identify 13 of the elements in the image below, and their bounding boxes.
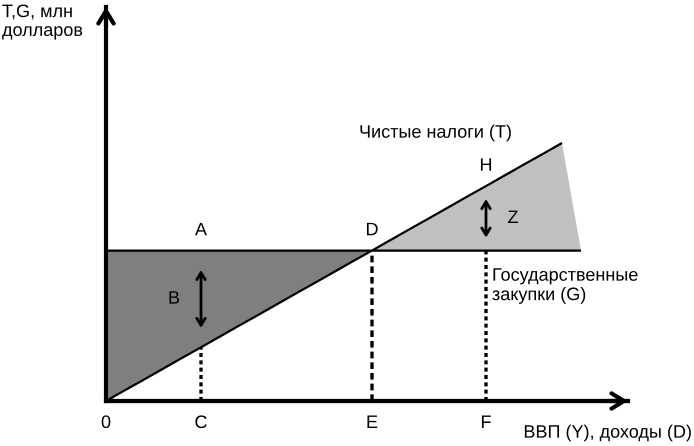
annotation: Z xyxy=(508,210,518,224)
series-label: Государственные закупки (G) xyxy=(492,268,638,304)
annotation: D xyxy=(366,222,378,236)
x-tick-label: F xyxy=(482,416,491,428)
series-label: Чистые налоги (T) xyxy=(360,124,511,142)
x-tick-label: E xyxy=(367,416,378,428)
annotation: H xyxy=(480,158,492,171)
x-tick-label: C xyxy=(195,415,207,428)
annotation: B xyxy=(169,291,180,304)
annotation: A xyxy=(195,222,207,236)
x-axis-title: ВВП (Y), доходы (D) xyxy=(524,424,691,442)
x-tick-label: 0 xyxy=(102,415,110,428)
text: T,G, млн долларов xyxy=(2,4,82,40)
